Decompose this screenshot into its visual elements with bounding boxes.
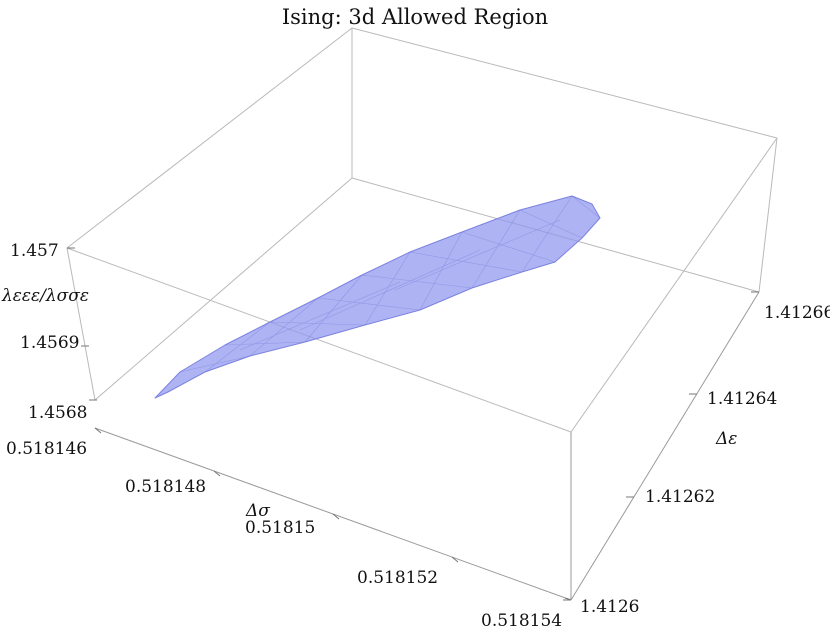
z-axis: 1.457 1.4569 1.4568 λεεε/λσσε: [1, 241, 89, 423]
x-tick-mark: [94, 427, 102, 434]
x-tick-label: 0.518152: [357, 568, 438, 588]
box-edge-back-bottom-left: [94, 177, 353, 401]
box-edge-right-top: [570, 137, 778, 433]
y-tick-label: 1.41264: [707, 389, 777, 409]
allowed-region-surface: [154, 195, 601, 399]
z-axis-label: λεεε/λσσε: [1, 286, 89, 306]
z-tick-label: 1.4569: [20, 333, 79, 353]
x-axis-label: Δσ: [245, 501, 270, 521]
x-tick-label: 0.518146: [6, 439, 87, 459]
allowed-region: [154, 195, 601, 399]
allowed-region-mesh: [179, 195, 601, 373]
box-edge-right-vertical: [758, 137, 778, 293]
x-tick-label: 0.518154: [481, 611, 562, 631]
x-tick-label: 0.51815: [245, 518, 315, 538]
box-edge-left-vertical: [66, 247, 96, 401]
x-axis: 0.518146 0.518148 0.51815 0.518152 0.518…: [6, 439, 562, 631]
box-edge-front-bottom-right: [570, 291, 760, 601]
y-tick-label: 1.41266: [764, 303, 830, 323]
x-tick-mark: [213, 470, 221, 477]
box-edge-mid-diagonal: [66, 247, 572, 433]
y-tick-label: 1.41262: [645, 487, 715, 507]
y-axis: 1.4126 1.41262 1.41264 1.41266 Δε: [580, 303, 830, 617]
x-tick-label: 0.518148: [125, 477, 206, 497]
x-tick-mark: [332, 513, 340, 520]
y-axis-label: Δε: [715, 429, 737, 449]
box-edge-back-top-left: [66, 27, 353, 249]
bounding-box: [66, 27, 778, 601]
chart-title: Ising: 3d Allowed Region: [282, 5, 548, 29]
y-tick-label: 1.4126: [580, 597, 639, 617]
tick-marks: [67, 247, 759, 601]
box-edge-back-top-right: [351, 27, 778, 139]
x-tick-mark: [451, 556, 459, 563]
z-tick-label: 1.457: [10, 241, 59, 261]
z-tick-label: 1.4568: [28, 403, 87, 423]
